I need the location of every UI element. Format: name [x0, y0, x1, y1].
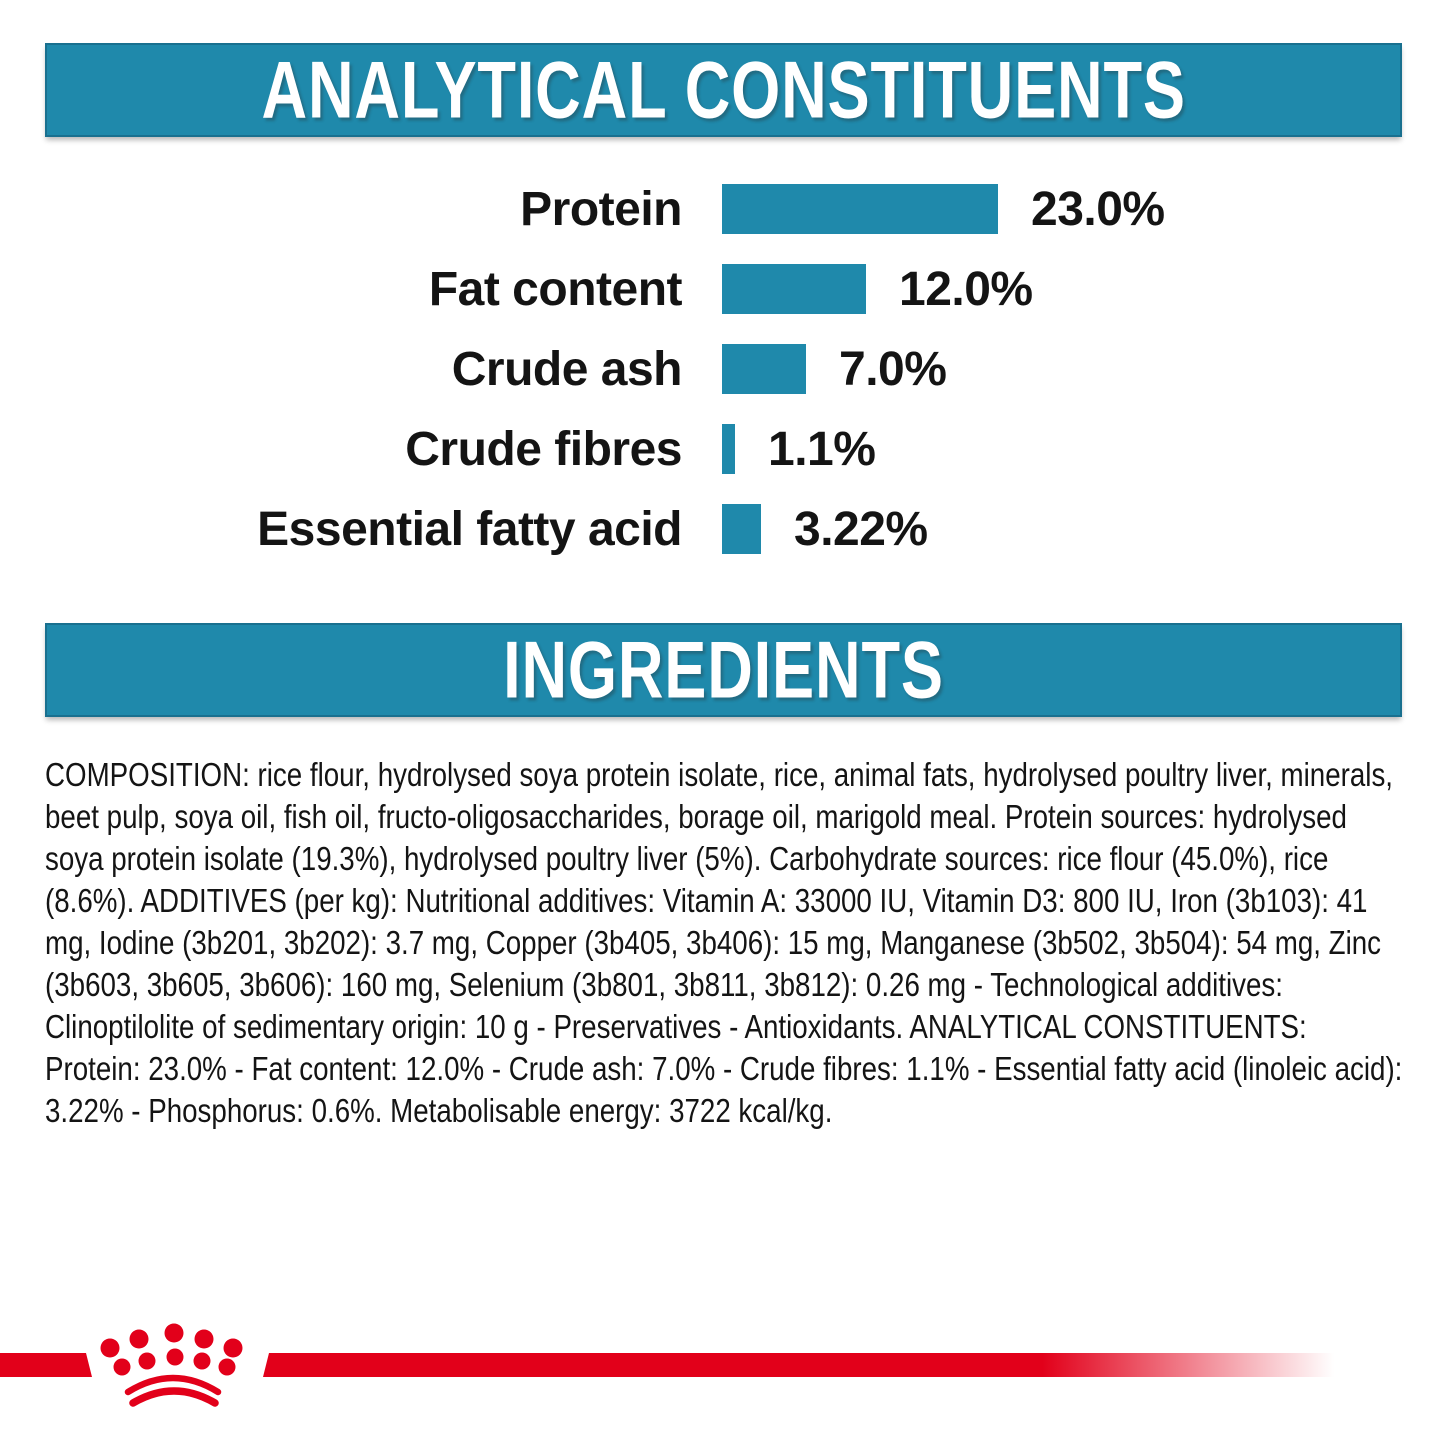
- chart-value-label: 12.0%: [899, 262, 1033, 316]
- analytical-constituents-chart: Protein 23.0% Fat content 12.0% Crude ash 7.0…: [50, 182, 1395, 584]
- chart-category-label: Fat content: [428, 262, 683, 316]
- chart-bar: [722, 504, 761, 554]
- analytical-constituents-banner: ANALYTICAL CONSTITUENTS: [45, 43, 1402, 137]
- chart-value-label: 3.22%: [794, 502, 928, 556]
- chart-bar: [722, 264, 866, 314]
- ingredients-banner: INGREDIENTS: [45, 623, 1402, 717]
- chart-category-label: Crude fibres: [405, 422, 682, 476]
- royal-canin-crown-icon: [100, 1323, 243, 1407]
- chart-bar: [722, 424, 735, 474]
- composition-text: COMPOSITION: rice flour, hydrolysed soya…: [45, 756, 1403, 1129]
- chart-category-label: Essential fatty acid: [257, 502, 682, 556]
- chart-bar: [722, 184, 998, 234]
- chart-row: Fat content 12.0%: [50, 262, 1395, 316]
- chart-value-label: 1.1%: [768, 422, 876, 476]
- chart-row: Crude ash 7.0%: [50, 342, 1395, 396]
- chart-row: Protein 23.0%: [50, 182, 1395, 236]
- chart-category-label: Protein: [520, 182, 682, 236]
- chart-row: Essential fatty acid 3.22%: [50, 502, 1395, 556]
- brand-line-right: [263, 1353, 1345, 1377]
- chart-row: Crude fibres 1.1%: [50, 422, 1395, 476]
- ingredients-title: INGREDIENTS: [503, 624, 944, 715]
- chart-value-label: 7.0%: [839, 342, 947, 396]
- chart-category-label: Crude ash: [451, 342, 683, 396]
- chart-value-label: 23.0%: [1031, 182, 1165, 236]
- brand-line-left: [0, 1353, 92, 1377]
- chart-bar: [722, 344, 806, 394]
- analytical-constituents-title: ANALYTICAL CONSTITUENTS: [261, 44, 1186, 135]
